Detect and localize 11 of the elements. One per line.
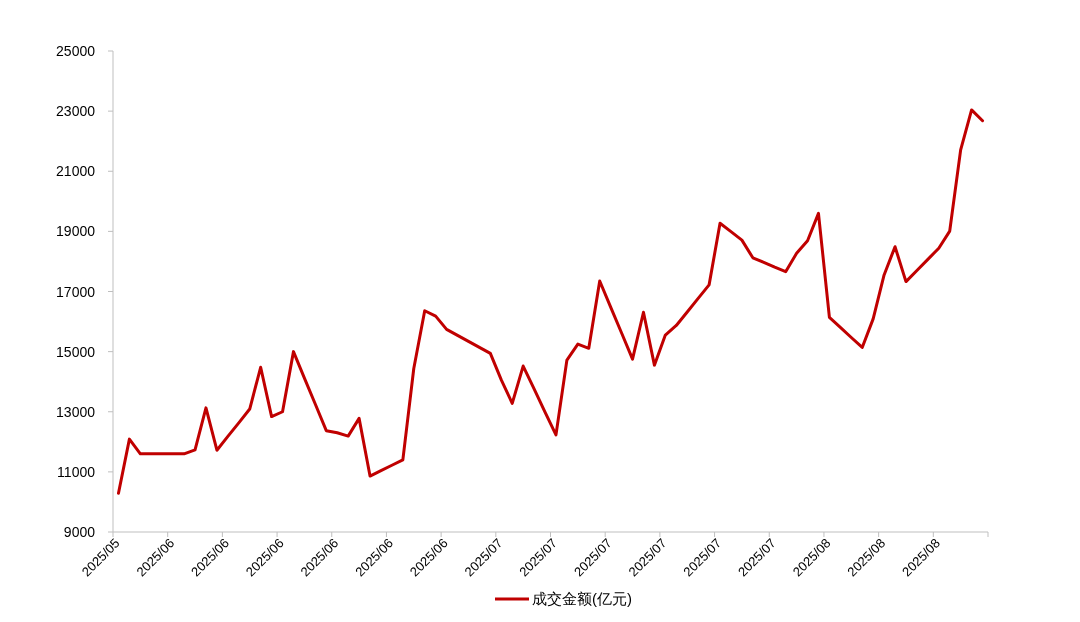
y-tick-label: 23000 (56, 103, 96, 120)
line-series (116, 108, 985, 495)
y-tick-label: 19000 (56, 223, 96, 240)
y-tick-label: 11000 (57, 463, 96, 480)
y-tick-label: 15000 (56, 343, 96, 360)
legend-label: 成交金额(亿元) (532, 590, 632, 607)
y-tick-label: 25000 (56, 43, 96, 59)
y-tick-label: 9000 (63, 524, 96, 540)
y-tick-label: 17000 (56, 283, 96, 300)
y-tick-label: 21000 (56, 163, 96, 180)
y-tick-label: 13000 (56, 403, 96, 420)
